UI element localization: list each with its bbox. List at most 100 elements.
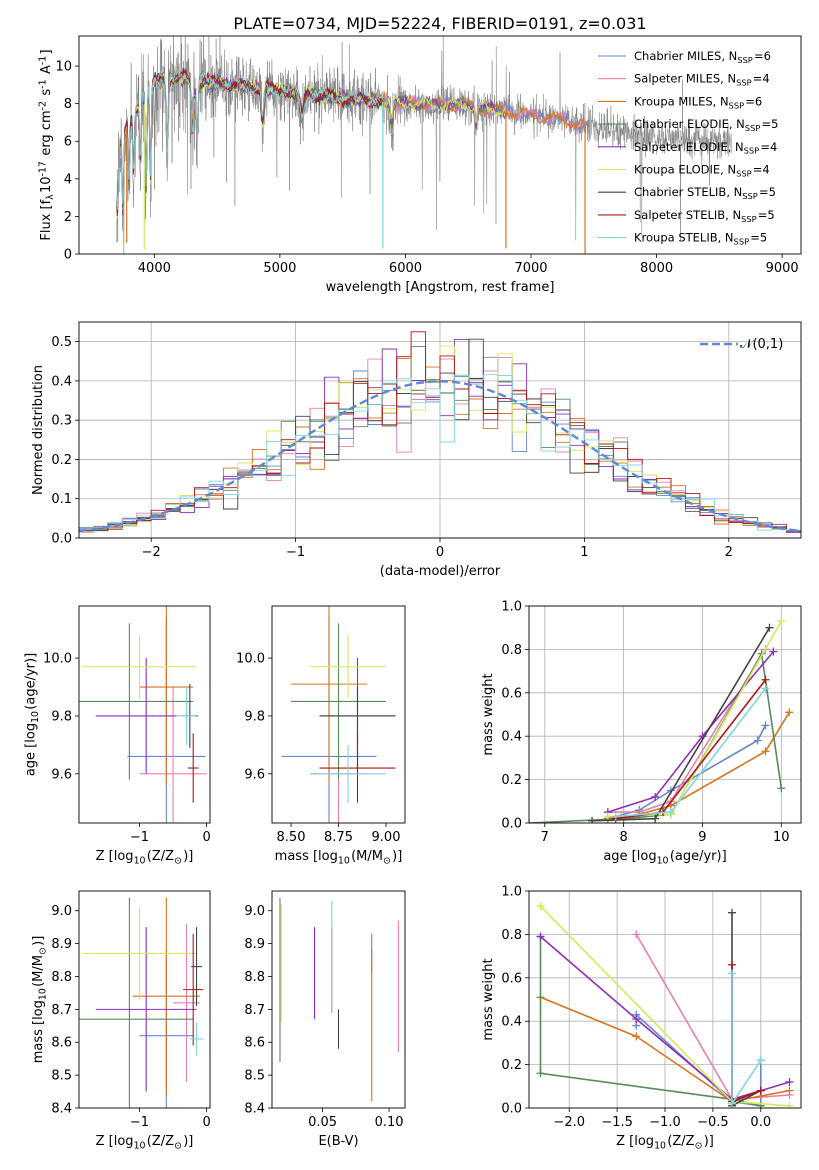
ebv-mass-ytick-label: 9.0: [244, 904, 265, 919]
legend-gaussian-label: 𝒩(0,1): [740, 337, 783, 352]
z-mass-ytick-label: 8.8: [51, 970, 72, 985]
agemw-ytick-label: 1.0: [501, 600, 522, 615]
agemw-xtick-label: 7: [541, 830, 549, 845]
ebv-mass-xlabel: E(B-V): [318, 1134, 358, 1149]
zmw-ytick-label: 0.0: [501, 1102, 522, 1117]
residuals-xtick-label: 1: [580, 545, 588, 560]
agemw-marker-7-2: [651, 814, 660, 823]
residuals-ytick-label: 0.4: [51, 374, 72, 389]
z-age-xlabel: Z [log10 (Z/Z⊙ )]: [96, 849, 194, 866]
z-mass-ytick-label: 8.5: [51, 1069, 72, 1084]
ebv-mass-ytick-label: 8.7: [244, 1003, 265, 1018]
zmw-xtick-label: −0.5: [697, 1115, 729, 1130]
spectrum-axes: 4000 5000 6000 7000 8000 9000 0 2 4 6 8 10 wavelengt…: [37, 49, 798, 295]
zmw-plot: [536, 902, 794, 1108]
spectrum-ytick-label: 2: [64, 210, 72, 225]
z-mass-point-9: [189, 1022, 204, 1056]
z-age-point-8: [187, 733, 199, 803]
agemw-marker-3-4: [761, 747, 770, 756]
zmw-marker-6-3: [785, 1101, 794, 1108]
z-age-ylabel: age [log10 (age/yr)]: [24, 653, 41, 776]
z-age-xtick-label: 0: [203, 830, 211, 845]
agemw-marker-1-5: [761, 721, 770, 730]
residuals-frame: [78, 321, 802, 539]
zmw-ytick-label: 0.8: [501, 928, 522, 943]
zmw-xtick-label: −1.5: [601, 1115, 633, 1130]
agemw-marker-7-1: [588, 816, 597, 823]
residuals-ytick-label: 0.1: [51, 492, 72, 507]
z-age-ytick-label: 9.8: [51, 709, 72, 724]
mass-age-xtick-label: 8.50: [277, 830, 306, 845]
zmw-marker-6-1: [536, 902, 545, 911]
mass-age-xtick-label: 9.00: [372, 830, 401, 845]
zmw-marker-3-4: [785, 1086, 794, 1095]
agemw-series-2: [607, 648, 767, 813]
z-age-ytick-label: 10.0: [43, 652, 72, 667]
agemw-marker-5-2: [651, 792, 660, 801]
z-age-ytick-label: 9.6: [51, 767, 72, 782]
zmw-marker-2-1: [632, 930, 641, 939]
agemw-plot: [529, 617, 794, 823]
z-mass-xtick-label: −1: [130, 1115, 149, 1130]
legend-label-2: Salpeter MILES, NSSP =4: [634, 72, 770, 88]
zmw-xtick-label: −2.0: [553, 1115, 585, 1130]
z-mass-frame: [78, 890, 211, 1109]
zmw-marker-8-1: [728, 960, 737, 969]
z-mass-ytick-label: 8.6: [51, 1036, 72, 1051]
legend-label-4: Chabrier ELODIE, NSSP =5: [634, 117, 778, 133]
ebv-mass-axes: 0.05 0.10 8.4 8.5 8.6 8.7 8.8 8.9 9.0 E(B-V): [244, 904, 403, 1149]
z-age-point-3: [139, 606, 194, 786]
spectrum-xtick-label: 8000: [640, 261, 673, 276]
spectrum-plot: [116, 36, 733, 254]
spectrum-xtick-label: 4000: [138, 261, 171, 276]
residuals-ytick-label: 0.2: [51, 453, 72, 468]
agemw-marker-9-1: [611, 812, 620, 821]
zmw-marker-9-3: [756, 1056, 765, 1065]
legend-label-5: Salpeter ELODIE, NSSP =4: [634, 140, 777, 156]
agemw-ytick-label: 0.0: [501, 817, 522, 832]
spectrum-xtick-label: 5000: [263, 261, 296, 276]
legend-label-9: Kroupa STELIB, NSSP =5: [634, 231, 767, 247]
z-age-point-9: [176, 687, 197, 745]
residuals-ylabel: Normed distribution: [31, 365, 46, 495]
agemw-marker-7-3: [765, 623, 774, 632]
mass-age-plot: [281, 606, 396, 823]
residuals-ytick-label: 0.3: [51, 414, 72, 429]
zmw-ytick-label: 0.4: [501, 1015, 522, 1030]
agemw-series-5: [607, 651, 775, 813]
spectrum-xtick-label: 7000: [514, 261, 547, 276]
z-age-point-4: [79, 623, 194, 780]
agemw-ytick-label: 0.4: [501, 730, 522, 745]
spectrum-ytick-label: 0: [64, 248, 72, 263]
ebv-mass-xtick-label: 0.10: [375, 1115, 404, 1130]
spectrum-xlabel: wavelength [Angstrom, rest frame]: [326, 280, 555, 295]
legend-label-8: Salpeter STELIB, NSSP =5: [634, 208, 775, 224]
ebv-mass-ytick-label: 8.5: [244, 1069, 265, 1084]
mass-age-point-9: [310, 744, 386, 803]
residual-histogram-9: [79, 374, 801, 538]
spectrum-ytick-label: 8: [64, 97, 72, 112]
model-spectrum-line-7: [116, 70, 385, 217]
residuals-xtick-label: 2: [725, 545, 733, 560]
agemw-marker-9-2: [666, 808, 675, 817]
residuals-plot: [79, 331, 801, 538]
zmw-series-3: [540, 996, 790, 1103]
spectrum-ytick-label: 10: [55, 60, 72, 75]
zmw-marker-5-1: [536, 932, 545, 941]
z-mass-point-2: [173, 923, 200, 1082]
mass-age-axes: 8.50 8.75 9.00 9.6 9.8 10.0 mass [log10 (M/M⊙ …: [236, 652, 402, 867]
spectrum-legend: Chabrier MILES, NSSP =6 Salpeter MILES, N…: [598, 49, 778, 247]
legend-label-7: Chabrier STELIB, NSSP =5: [634, 185, 776, 201]
agemw-marker-5-4: [769, 647, 778, 656]
mass-age-point-8: [319, 733, 396, 803]
z-mass-xlabel: Z [log10 (Z/Z⊙ )]: [96, 1134, 194, 1151]
gaussian-curve: [79, 380, 801, 533]
spectrum-xtick-label: 6000: [389, 261, 422, 276]
zmw-marker-4-2: [536, 1069, 545, 1078]
spectrum-frame: [78, 35, 802, 255]
zmw-marker-8-3: [756, 1086, 765, 1095]
mass-age-ytick-label: 10.0: [236, 652, 265, 667]
z-mass-point-4: [79, 897, 194, 1108]
